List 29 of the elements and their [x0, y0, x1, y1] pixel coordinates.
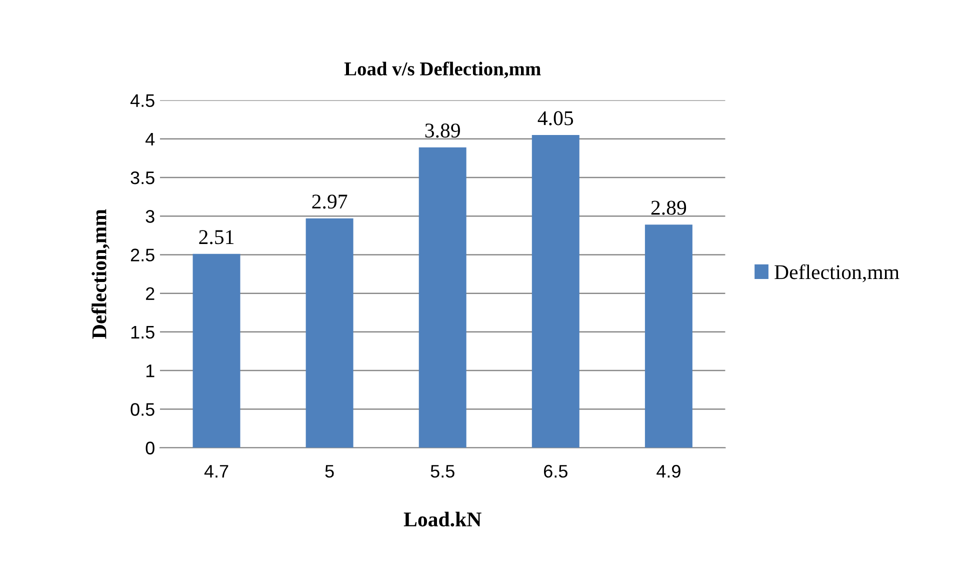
- y-tick-label: 1: [146, 364, 154, 378]
- bar: [644, 224, 692, 448]
- bar: [418, 147, 466, 448]
- x-tick-label: 5.5: [430, 465, 454, 478]
- y-tick-label: 0: [146, 442, 154, 454]
- y-axis-title: Deflection,mm: [91, 209, 110, 339]
- chart-title: Load v/s Deflection,mm: [344, 62, 541, 78]
- bar: [192, 254, 240, 448]
- x-tick-label: 5: [325, 465, 334, 478]
- y-tick-label: 3.5: [130, 171, 154, 184]
- x-tick-label: 4.9: [656, 464, 680, 478]
- y-tick-label: 1.5: [131, 326, 154, 339]
- bar: [306, 218, 354, 448]
- x-tick-label: 4.7: [204, 465, 228, 478]
- x-tick-label: 6.5: [544, 464, 568, 478]
- y-tick-label: 4: [146, 133, 155, 146]
- data-label: 2.89: [651, 200, 686, 215]
- y-tick-label: 2: [146, 287, 154, 300]
- y-tick-label: 3: [146, 210, 154, 223]
- y-tick-label: 2.5: [130, 248, 154, 262]
- data-label: 3.89: [425, 124, 460, 138]
- y-tick-label: 4.5: [130, 94, 154, 107]
- data-label: 2.51: [199, 230, 234, 244]
- data-label: 2.97: [312, 194, 348, 209]
- y-tick-label: 0.5: [130, 403, 154, 416]
- data-label: 4.05: [538, 111, 574, 126]
- x-axis-title: Load.kN: [404, 512, 482, 527]
- bar: [532, 135, 580, 448]
- legend-label: Deflection,mm: [774, 264, 900, 282]
